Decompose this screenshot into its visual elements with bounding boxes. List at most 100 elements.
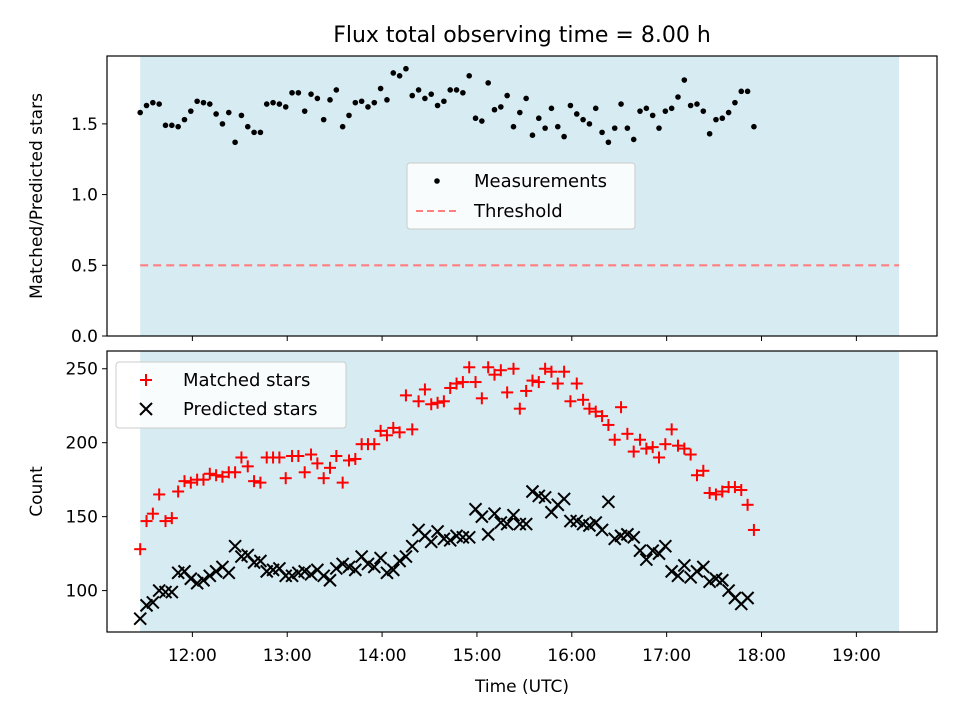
x-tick-label: 19:00 (832, 646, 881, 666)
matched-star-point (273, 451, 286, 464)
matched-star-point (583, 402, 596, 415)
predicted-star-point (633, 543, 647, 558)
predicted-star-point (456, 530, 470, 545)
measurement-point (738, 88, 745, 95)
measurement-point (472, 115, 479, 122)
y-tick-label: 1.0 (71, 186, 98, 206)
chart-title: Flux total observing time = 8.00 h (333, 23, 711, 48)
matched-star-point (330, 450, 343, 463)
measurement-point (415, 87, 422, 93)
measurement-point (320, 116, 327, 123)
measurement-point (611, 125, 618, 131)
predicted-star-point (626, 530, 641, 545)
matched-star-point (203, 467, 216, 480)
matched-star-point (406, 423, 419, 436)
measurement-point (390, 70, 397, 76)
predicted-star-point (690, 564, 704, 579)
count-axes-frame (106, 350, 938, 633)
measurement-point (580, 116, 586, 123)
matched-star-point (393, 426, 406, 439)
count-x-axis-label: Time (UTC) (474, 677, 569, 697)
matched-star-point (690, 469, 703, 482)
count-legend-box (115, 361, 347, 429)
matched-star-point (140, 515, 153, 528)
matched-star-point (134, 543, 147, 556)
measurement-point (694, 101, 700, 107)
measurement-point (656, 125, 662, 131)
matched-star-point (602, 418, 615, 431)
matched-star-point (254, 476, 267, 489)
matched-star-point (703, 486, 716, 499)
measurement-point (276, 101, 283, 107)
measurement-point (257, 129, 264, 136)
matched-star-point (317, 472, 330, 485)
matched-star-point (539, 362, 552, 375)
measurement-point (548, 105, 555, 112)
matched-star-point (178, 475, 191, 488)
matched-star-point (526, 374, 539, 387)
y-tick-label: 1.5 (71, 115, 98, 135)
matched-star-point (532, 376, 545, 389)
measurement-point (485, 80, 491, 86)
matched-star-point (488, 368, 501, 381)
y-tick-label: 150 (66, 508, 98, 528)
matched-star-point (608, 433, 621, 446)
measurement-point (270, 99, 276, 106)
measurement-point (143, 102, 150, 109)
predicted-star-point (146, 595, 160, 610)
matched-star-point (216, 470, 229, 483)
x-tick-label: 13:00 (263, 646, 312, 666)
measurement-point (504, 92, 510, 99)
measurement-point (529, 132, 536, 138)
matched-star-point (659, 438, 672, 451)
predicted-star-point (538, 490, 552, 505)
measurement-point (624, 125, 631, 131)
count-panel: 100 150 200 250 12:00 13:00 14:00 15:00 16:00 17… (27, 350, 938, 697)
predicted-star-point (557, 492, 571, 506)
measurement-point (517, 109, 523, 116)
measurement-point (188, 108, 194, 114)
predicted-star-point (323, 573, 337, 587)
matched-star-point (418, 383, 431, 396)
matched-star-point (558, 365, 571, 378)
predicted-star-point (133, 611, 147, 626)
matched-star-point (577, 393, 590, 406)
measurement-point (466, 72, 473, 79)
measurement-point (681, 77, 688, 83)
predicted-star-point (462, 530, 476, 545)
predicted-star-point (671, 569, 685, 583)
measurement-point (244, 123, 251, 130)
legend-matched-label: Matched stars (183, 370, 310, 391)
measurement-point (409, 92, 416, 99)
predicted-star-point (740, 591, 755, 605)
predicted-star-point (696, 560, 711, 574)
measurement-point (181, 116, 188, 123)
measurement-point (535, 115, 542, 122)
predicted-star-point (209, 564, 223, 579)
legend-matched-marker (140, 374, 152, 386)
predicted-star-point (386, 563, 400, 577)
predicted-star-point (392, 554, 407, 568)
ratio-y-axis-label: Matched/Predicted stars (27, 93, 47, 299)
measurement-point (365, 104, 371, 110)
matched-star-point (374, 424, 387, 437)
y-tick-label: 200 (66, 434, 98, 454)
matched-star-point (747, 523, 760, 536)
measurement-point (384, 97, 390, 103)
measurement-point (491, 106, 498, 113)
matched-star-point (184, 476, 197, 489)
predicted-star-point (506, 508, 521, 522)
measurement-point (498, 104, 504, 110)
measurement-point (751, 123, 757, 130)
predicted-star-point (658, 539, 673, 553)
measurement-points (137, 65, 757, 146)
matched-star-point (450, 377, 463, 390)
measurement-point (561, 133, 567, 140)
measurement-point (396, 72, 403, 79)
predicted-star-point (475, 509, 489, 524)
measurement-point (447, 87, 454, 93)
matched-star-point (469, 376, 482, 389)
x-tick-label: 17:00 (642, 646, 691, 666)
measurement-point (599, 129, 605, 136)
predicted-star-point (367, 560, 382, 574)
